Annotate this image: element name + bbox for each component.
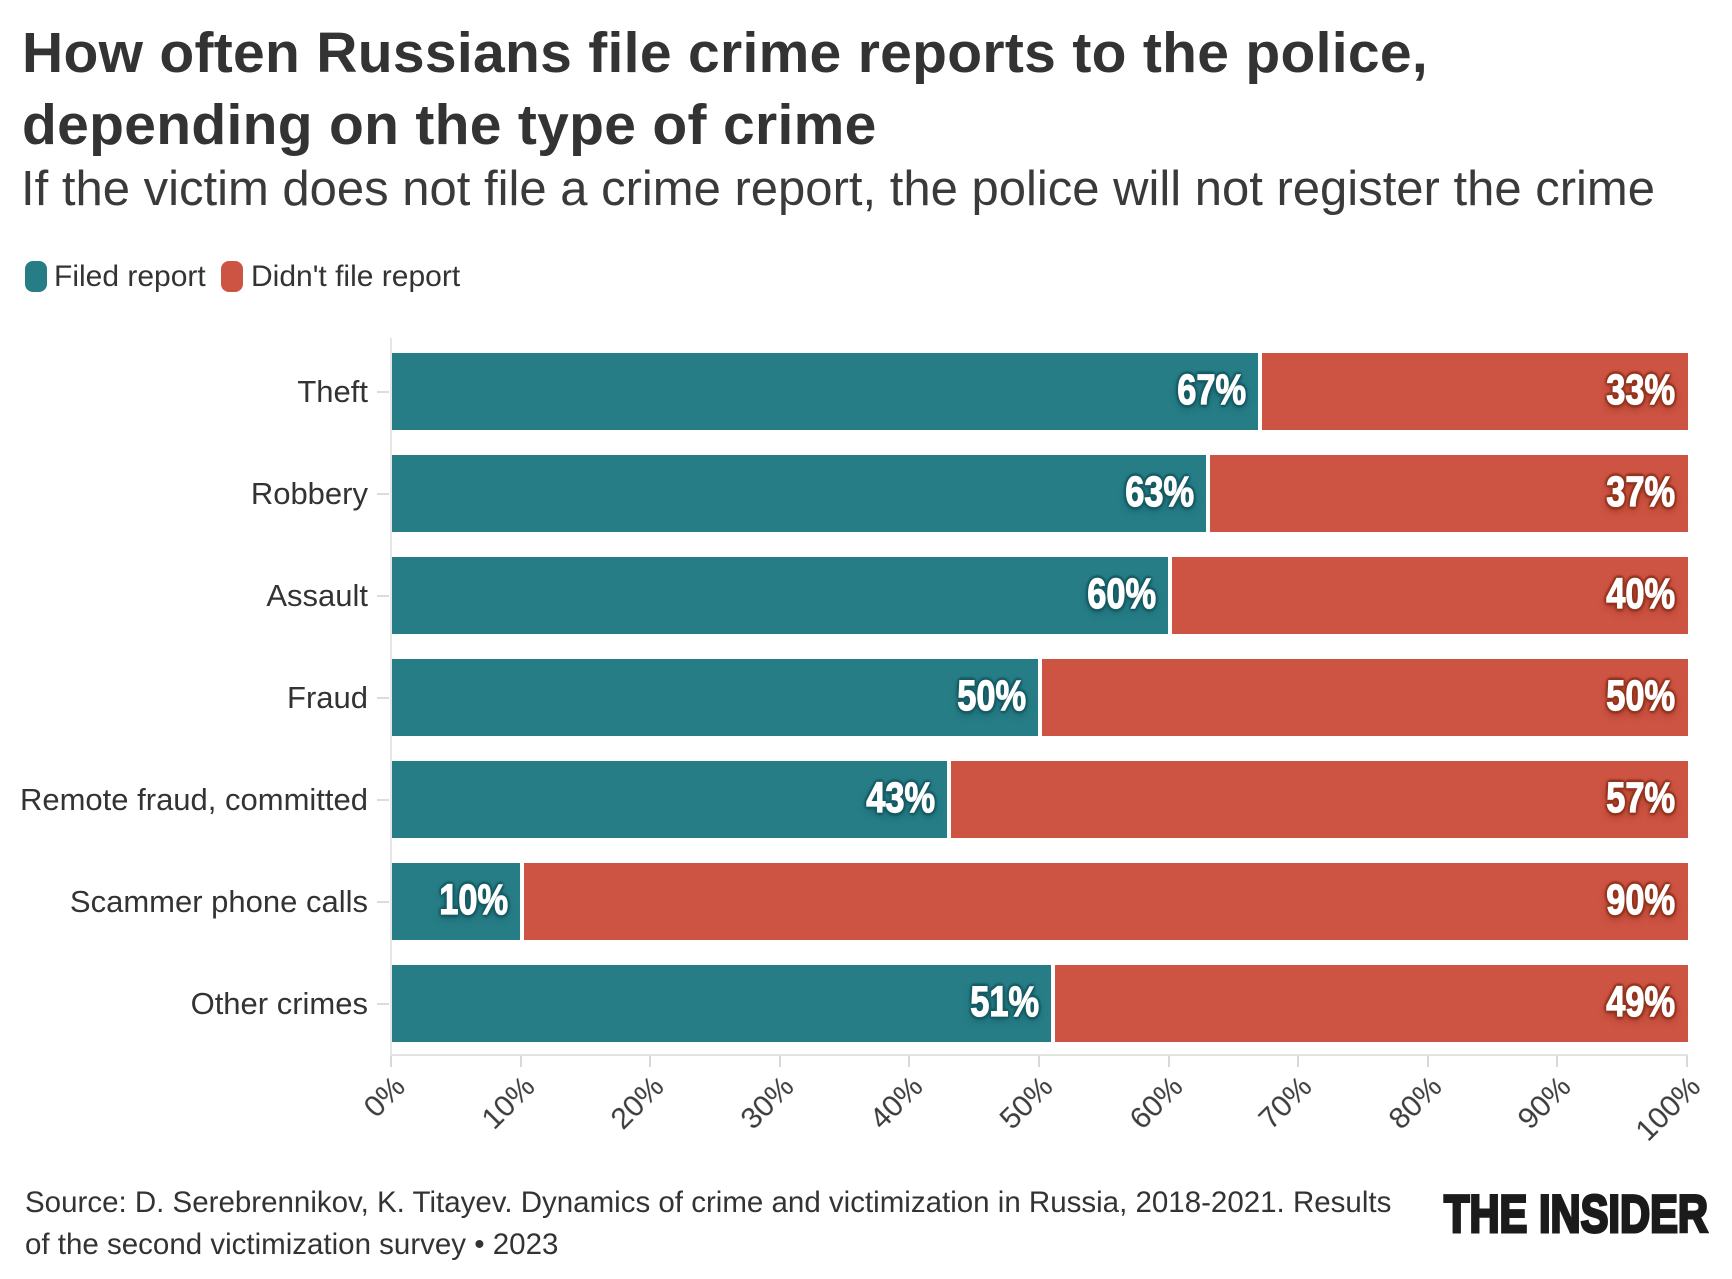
svg-text:THE INSIDER: THE INSIDER	[1444, 1192, 1708, 1238]
